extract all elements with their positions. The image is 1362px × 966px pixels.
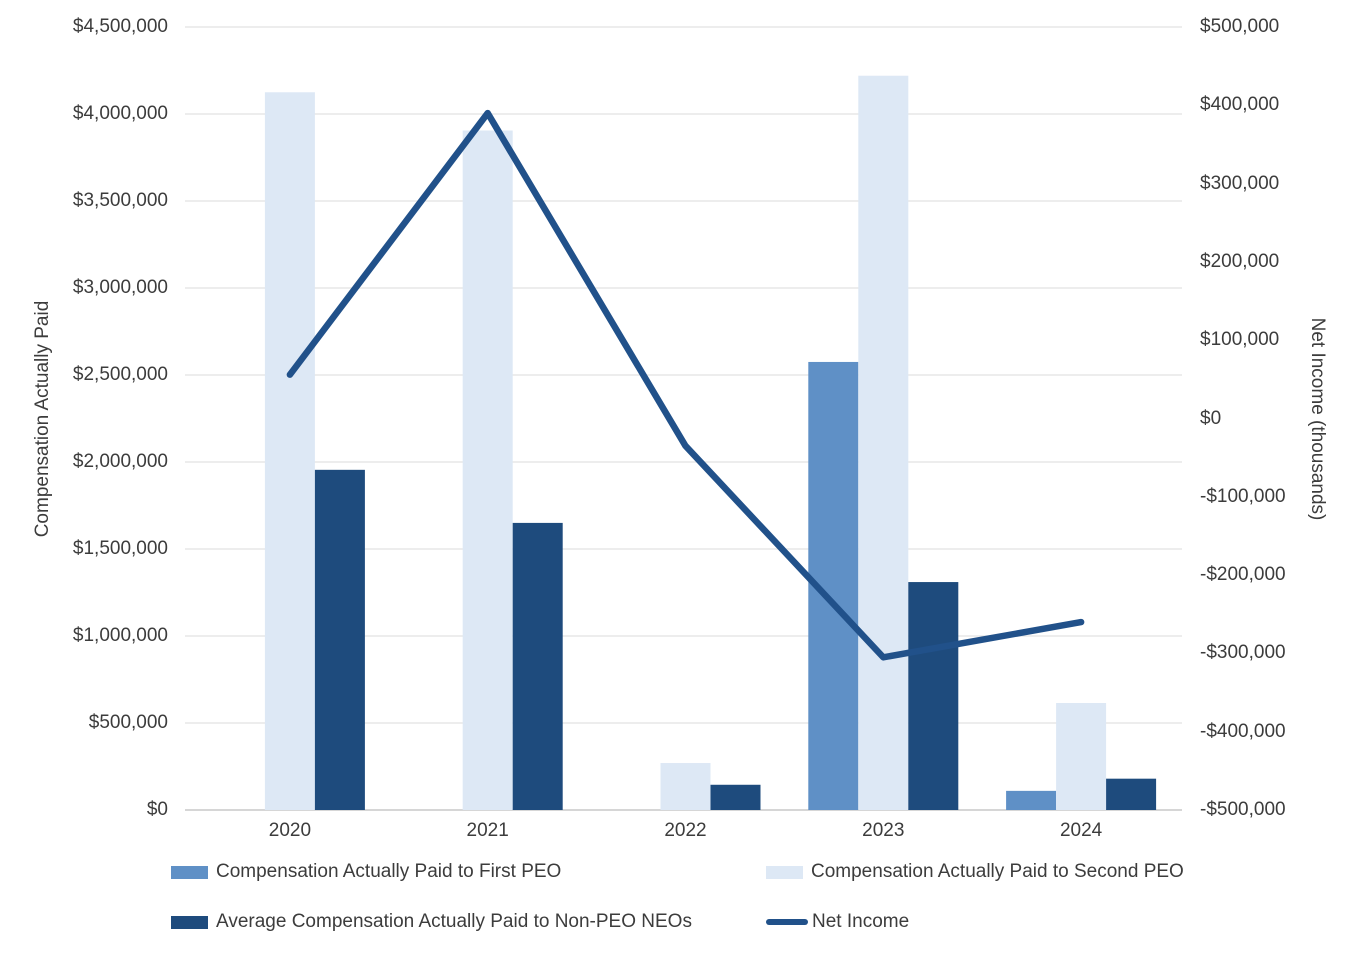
bar-2024-series2 [1106, 778, 1157, 810]
right-axis-tick-label: $300,000 [1200, 172, 1280, 194]
left-axis-tick-label: $2,500,000 [72, 364, 168, 385]
right-axis-tick-label: -$100,000 [1200, 485, 1286, 507]
bar-2024-series0 [1006, 790, 1057, 810]
left-axis-tick-label: $3,500,000 [72, 190, 168, 211]
bar-2020-series1 [264, 92, 315, 810]
legend-swatch-non-peo-icon [171, 915, 208, 929]
left-axis-tick-label: $500,000 [88, 712, 168, 733]
legend-label-first-peo: Compensation Actually Paid to First PEO [216, 861, 562, 882]
legend-swatch-second-peo-icon [766, 865, 803, 879]
right-axis-tick-label: -$300,000 [1200, 642, 1286, 664]
x-axis-label-2020: 2020 [268, 820, 312, 841]
legend-item-second-peo: Compensation Actually Paid to Second PEO [766, 861, 1184, 883]
left-axis-tick-label: $1,000,000 [72, 625, 168, 646]
bar-2022-series2 [710, 784, 761, 810]
right-axis-tick-label: $500,000 [1200, 16, 1280, 37]
bar-2023-series2 [908, 582, 959, 810]
net-income-line [286, 109, 1085, 661]
x-axis-label-2022: 2022 [664, 820, 707, 841]
bar-2023-series1 [858, 75, 909, 811]
x-axis-label-2021: 2021 [466, 820, 509, 841]
bar-2022-series1 [660, 763, 711, 810]
left-axis-tick-label: $4,500,000 [72, 16, 168, 37]
right-axis-tick-label: -$500,000 [1200, 799, 1286, 820]
x-axis-label-2024: 2024 [1059, 820, 1103, 841]
left-axis-tick-label: $4,000,000 [72, 103, 168, 124]
legend-swatch-net-income-icon [766, 919, 808, 925]
bar-2020-series2 [314, 469, 365, 810]
right-axis-tick-label: $100,000 [1200, 329, 1280, 351]
right-axis-tick-label: -$200,000 [1200, 564, 1286, 586]
legend-label-second-peo: Compensation Actually Paid to Second PEO [811, 861, 1184, 882]
right-axis-tick-label: $0 [1200, 407, 1222, 429]
bar-2021-series1 [462, 130, 513, 810]
left-axis-tick-label: $1,500,000 [72, 538, 168, 559]
left-axis-tick-label: $3,000,000 [72, 277, 168, 298]
bar-2021-series2 [512, 522, 563, 810]
legend-item-first-peo: Compensation Actually Paid to First PEO [171, 861, 561, 883]
legend-label-non-peo: Average Compensation Actually Paid to No… [216, 911, 692, 932]
left-axis-tick-label: $0 [146, 799, 168, 820]
legend-label-net-income: Net Income [812, 911, 910, 932]
bar-2024-series1 [1056, 702, 1107, 810]
legend-item-non-peo: Average Compensation Actually Paid to No… [171, 911, 692, 933]
x-axis-label-2023: 2023 [862, 820, 905, 841]
right-axis-tick-label: $400,000 [1200, 94, 1280, 116]
right-axis-tick-label: -$400,000 [1200, 720, 1286, 742]
right-axis-title: Net Income (thousands) [1307, 317, 1328, 521]
legend-swatch-first-peo-icon [171, 865, 208, 879]
legend-item-net-income: Net Income [766, 911, 909, 933]
right-axis-tick-label: $200,000 [1200, 250, 1280, 272]
left-axis-title: Compensation Actually Paid [32, 300, 53, 538]
left-axis-tick-label: $2,000,000 [72, 451, 168, 472]
